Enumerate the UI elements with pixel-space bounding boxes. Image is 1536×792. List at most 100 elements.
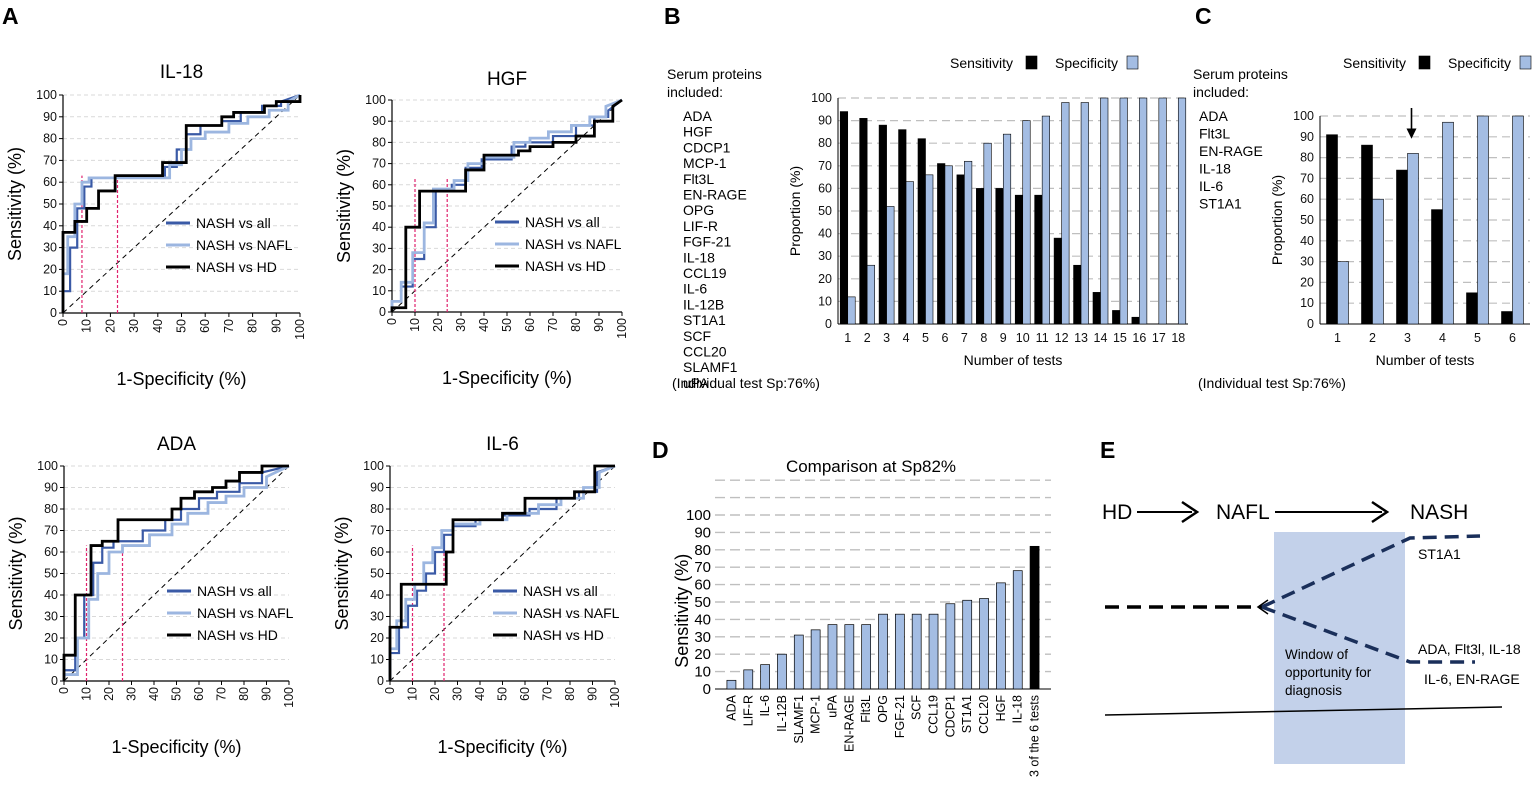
protein-list-item: ST1A1 <box>1199 196 1242 212</box>
reference-diagonal <box>389 465 616 682</box>
specificity-bar <box>1100 97 1109 325</box>
x-tick-label: 70 <box>541 687 555 701</box>
y-tick-label: 50 <box>370 567 384 581</box>
sensitivity-bar <box>976 188 985 325</box>
x-tick-label: 0 <box>57 687 71 694</box>
x-tick-label: 60 <box>518 687 532 701</box>
y-tick-label: 10 <box>818 294 832 308</box>
y-axis-label: Proportion (%) <box>787 166 803 256</box>
y-tick-label: 60 <box>43 175 57 189</box>
x-tick-label: 80 <box>569 318 583 332</box>
specificity-bar <box>1477 115 1489 325</box>
legend-label: Specificity <box>1448 55 1511 71</box>
x-tick-label: MCP-1 <box>809 695 823 734</box>
chart-title: Comparison at Sp82% <box>786 457 956 476</box>
arrow-marker-head <box>1406 128 1417 139</box>
sensitivity-bar <box>839 111 849 325</box>
protein-list-item: CCL20 <box>683 344 727 360</box>
y-tick-label: 80 <box>370 502 384 516</box>
x-tick-label: 10 <box>406 687 420 701</box>
sensitivity-bar <box>979 598 989 690</box>
roc-chart-ada: 0 10 20 30 40 50 60 70 80 90 100 0 10 20 30 40 50 60 70 80 9… <box>6 434 296 757</box>
legend-label: Specificity <box>1055 55 1118 71</box>
y-tick-label: 100 <box>811 91 832 105</box>
x-tick-label: 3 <box>1404 331 1411 345</box>
x-axis-label: Number of tests <box>964 352 1063 368</box>
legend-label: NASH vs NAFL <box>523 605 620 621</box>
stage-nafl: NAFL <box>1216 501 1270 524</box>
sensitivity-bar <box>937 163 946 325</box>
x-tick-label: CCL20 <box>977 695 991 734</box>
x-tick-label: 30 <box>454 318 468 332</box>
x-tick-label: SCF <box>910 695 924 720</box>
label-down-2: IL-6, EN-RAGE <box>1424 671 1520 687</box>
protein-list-item: LIF-R <box>683 218 718 234</box>
specificity-bar <box>1002 133 1012 325</box>
y-tick-label: 50 <box>818 204 832 218</box>
x-tick-label: 20 <box>102 687 116 701</box>
y-tick-label: 0 <box>379 305 386 319</box>
bar-chart-c: 0 10 20 30 40 50 60 70 80 90 100 1 2 3 4 5 6 Proportion (… <box>1269 55 1532 368</box>
sensitivity-bar <box>928 613 939 690</box>
sensitivity-bar <box>1014 194 1024 325</box>
sensitivity-bar <box>911 613 922 690</box>
x-tick-label: 1 <box>1334 331 1341 345</box>
x-tick-label: IL-18 <box>1011 695 1025 724</box>
x-tick-label: 5 <box>1474 331 1481 345</box>
x-tick-label: 14 <box>1094 331 1108 345</box>
y-tick-label: 90 <box>43 110 57 124</box>
x-tick-label: 6 <box>1509 331 1516 345</box>
y-tick-label: 10 <box>44 653 58 667</box>
legend-label: NASH vs HD <box>196 259 277 275</box>
roc-series-nash-vs-hd <box>61 95 302 313</box>
window-label-1: Window of <box>1285 647 1348 662</box>
specificity-bar <box>925 174 934 325</box>
y-tick-label: 90 <box>372 114 386 128</box>
sensitivity-bar <box>1326 134 1338 325</box>
sensitivity-bar <box>962 599 973 690</box>
sensitivity-bar <box>743 669 754 690</box>
x-tick-label: IL-12B <box>775 695 789 732</box>
y-tick-label: 0 <box>50 306 57 320</box>
protein-list-item: MCP-1 <box>683 155 727 171</box>
x-tick-label: ADA <box>724 694 738 720</box>
x-tick-label: 2 <box>1369 331 1376 345</box>
sensitivity-bar <box>1034 194 1043 325</box>
y-tick-label: 90 <box>44 481 58 495</box>
y-tick-label: 30 <box>694 629 711 646</box>
y-tick-label: 80 <box>372 135 386 149</box>
x-tick-label: ST1A1 <box>960 695 974 733</box>
y-tick-label: 100 <box>1293 109 1314 123</box>
y-tick-label: 70 <box>1300 171 1314 185</box>
x-tick-label: 90 <box>260 687 274 701</box>
protein-list-item: ADA <box>683 108 712 124</box>
y-tick-label: 60 <box>818 181 832 195</box>
x-axis-label: 1-Specificity (%) <box>437 737 567 757</box>
specificity-bar <box>1177 97 1187 325</box>
x-tick-label: 3 <box>883 331 890 345</box>
specificity-bar <box>1080 102 1089 325</box>
specificity-bar <box>1158 97 1167 325</box>
note-c: (Individual test Sp:76%) <box>1198 375 1346 391</box>
list-title-line2: included: <box>667 84 723 100</box>
y-tick-label: 0 <box>1307 317 1314 331</box>
roc-chart-il18: 0 10 20 30 40 50 60 70 80 90 100 0 10 20 30 40 50 60 70 80 9… <box>5 62 307 389</box>
x-tick-label: 80 <box>246 319 260 333</box>
sensitivity-bar <box>917 138 926 325</box>
label-down-1: ADA, Flt3l, IL-18 <box>1418 641 1521 657</box>
y-tick-label: 50 <box>44 567 58 581</box>
specificity-bar <box>1372 198 1384 325</box>
protein-list-item: Flt3L <box>683 171 714 187</box>
x-tick-label: 40 <box>473 687 487 701</box>
x-tick-label: 0 <box>56 319 70 326</box>
y-tick-label: 50 <box>372 199 386 213</box>
specificity-bar <box>886 206 895 325</box>
x-tick-label: 7 <box>961 331 968 345</box>
legend-label: NASH vs HD <box>525 258 606 274</box>
y-tick-label: 80 <box>43 132 57 146</box>
x-tick-label: 60 <box>198 319 212 333</box>
roc-chart-il6: 0 10 20 30 40 50 60 70 80 90 100 0 10 20 30 40 50 60 70 80 9… <box>332 434 622 757</box>
y-axis-label: Proportion (%) <box>1269 175 1285 265</box>
